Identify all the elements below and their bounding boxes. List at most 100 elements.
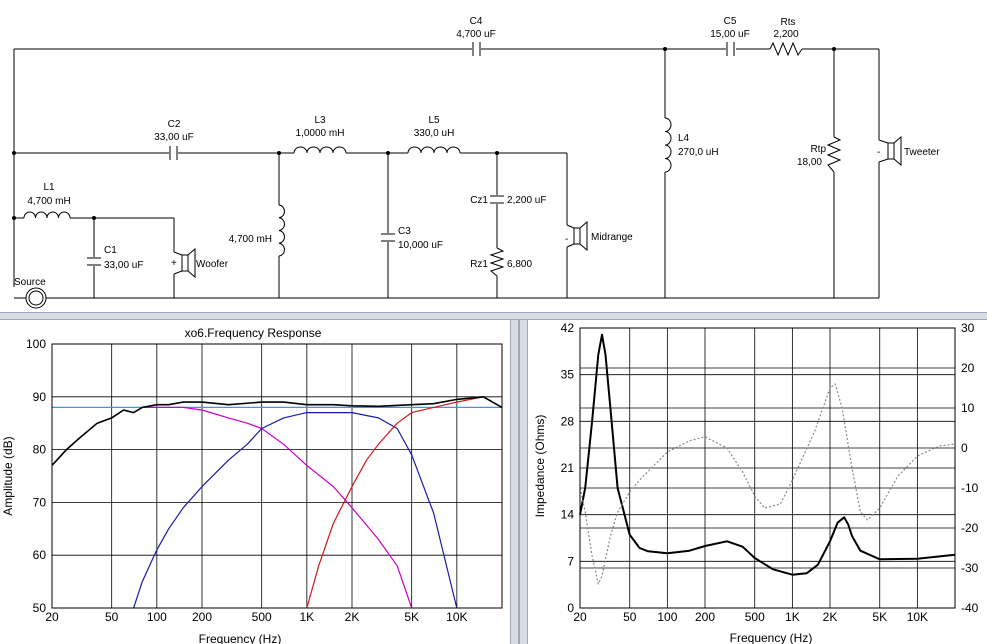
y-tick-label: 90	[33, 390, 47, 404]
x-tick-label: 500	[252, 610, 272, 624]
x-tick-label: 200	[192, 610, 212, 624]
inductor-L3-symbol[interactable]	[293, 146, 347, 154]
inductor-L5-symbol[interactable]	[407, 146, 461, 154]
x-tick-label: 20	[573, 610, 587, 624]
series-line-0	[579, 333, 956, 576]
Rts-name-label: Rts	[781, 17, 796, 28]
y-tick-label: 50	[33, 601, 47, 615]
midrange-minus-label: -	[565, 234, 568, 245]
y2-tick-label: -30	[961, 561, 979, 575]
chart-title: xo6.Frequency Response	[185, 326, 322, 340]
x-axis-label: Frequency (Hz)	[199, 632, 282, 644]
resistor-Rz1-symbol[interactable]	[489, 247, 505, 277]
midrange-speaker-icon[interactable]	[566, 220, 588, 252]
frequency-response-chart: xo6.Frequency Response 20 50 100 200 500 1K 2K…	[0, 320, 510, 644]
y-tick-label: 21	[561, 461, 575, 475]
x-tick-label: 100	[147, 610, 167, 624]
inductor-L1-symbol[interactable]	[23, 211, 71, 219]
woofer-label: Woofer	[196, 259, 229, 270]
C1-value-label: 33,00 uF	[104, 260, 143, 271]
y-tick-label: 80	[33, 443, 47, 457]
L1-value-label: 4,700 mH	[27, 196, 70, 207]
capacitor-C1-symbol[interactable]	[87, 257, 101, 266]
y-tick-label: 60	[33, 548, 47, 562]
midrange-label: Midrange	[591, 232, 633, 243]
y2-tick-label: 20	[961, 361, 975, 375]
C2-name-label: C2	[168, 119, 181, 130]
y2-tick-label: -40	[961, 601, 979, 615]
L3-name-label: L3	[314, 115, 326, 126]
woofer-speaker-icon[interactable]	[173, 247, 196, 279]
Cz1-value-label: 2,200 uF	[507, 195, 546, 206]
x-tick-label: 500	[745, 610, 765, 624]
Rtp-value-label: 18,00	[797, 157, 822, 168]
y2-tick-label: 30	[961, 321, 975, 335]
y-tick-label: 28	[561, 414, 575, 428]
C4-name-label: C4	[470, 16, 483, 27]
capacitor-Cz1-symbol[interactable]	[490, 195, 504, 204]
Rz1-value-label: 6,800	[507, 259, 532, 270]
x-tick-label: 5K	[872, 610, 887, 624]
tweeter-label: Tweeter	[904, 147, 940, 158]
capacitor-C4-symbol[interactable]	[472, 42, 481, 56]
vertical-splitter[interactable]	[510, 320, 528, 644]
y-tick-label: 7	[567, 554, 574, 568]
crossover-schematic: C4 4,700 uF C5 15,00 uF Rts 2,200 C2 33,…	[0, 0, 987, 318]
Rtp-name-label: Rtp	[810, 144, 826, 155]
x-tick-label: 2K	[345, 610, 360, 624]
series-line-2	[306, 396, 503, 609]
L5-value-label: 330,0 uH	[414, 128, 455, 139]
y2-tick-label: -10	[961, 481, 979, 495]
source-label: Source	[14, 277, 46, 288]
x-tick-label: 50	[623, 610, 637, 624]
junction-dots	[12, 47, 836, 220]
y-axis-label: Amplitude (dB)	[1, 436, 15, 515]
C5-value-label: 15,00 uF	[710, 29, 749, 40]
series-line-3	[51, 396, 503, 466]
y-tick-label: 70	[33, 495, 47, 509]
tweeter-minus-label: -	[877, 147, 880, 158]
y-tick-label: 100	[26, 337, 46, 351]
x-tick-label: 10K	[446, 610, 467, 624]
series-line-1	[133, 411, 458, 609]
series-line-1	[579, 383, 956, 585]
horizontal-splitter[interactable]	[0, 312, 987, 320]
woofer-plus-label: +	[171, 258, 177, 269]
L4-value-label: 270,0 uH	[678, 147, 719, 158]
x-tick-label: 2K	[823, 610, 838, 624]
x-tick-label: 1K	[300, 610, 315, 624]
y-tick-label: 35	[561, 368, 575, 382]
schematic-wires	[13, 48, 880, 299]
x-tick-label: 20	[45, 610, 59, 624]
y2-tick-label: -20	[961, 521, 979, 535]
inductor-L2-symbol[interactable]	[278, 204, 285, 257]
capacitor-C2-symbol[interactable]	[169, 146, 178, 160]
L3-value-label: 1,0000 mH	[296, 128, 345, 139]
C2-value-label: 33,00 uF	[154, 132, 193, 143]
Rz1-name-label: Rz1	[470, 259, 488, 270]
inductor-L4-symbol[interactable]	[664, 117, 672, 173]
y-tick-label: 0	[567, 601, 574, 615]
resistor-Rtp-symbol[interactable]	[826, 136, 842, 173]
y-tick-label: 14	[561, 508, 575, 522]
x-tick-label: 50	[105, 610, 119, 624]
source-symbol[interactable]	[25, 287, 47, 309]
L1-name-label: L1	[43, 182, 55, 193]
x-tick-label: 100	[657, 610, 677, 624]
Cz1-name-label: Cz1	[470, 195, 488, 206]
C5-name-label: C5	[724, 16, 737, 27]
tweeter-speaker-icon[interactable]	[878, 135, 902, 167]
Rts-value-label: 2,200	[773, 29, 798, 40]
C3-name-label: C3	[398, 226, 411, 237]
x-tick-label: 1K	[785, 610, 800, 624]
L2-value-label: 4,700 mH	[229, 234, 272, 245]
capacitor-C3-symbol[interactable]	[381, 233, 395, 242]
y-tick-label: 42	[561, 321, 575, 335]
resistor-Rts-symbol[interactable]	[769, 41, 803, 57]
capacitor-C5-symbol[interactable]	[726, 42, 735, 56]
y2-tick-label: 0	[961, 441, 968, 455]
L4-name-label: L4	[678, 133, 690, 144]
L5-name-label: L5	[428, 115, 440, 126]
C1-name-label: C1	[104, 245, 117, 256]
